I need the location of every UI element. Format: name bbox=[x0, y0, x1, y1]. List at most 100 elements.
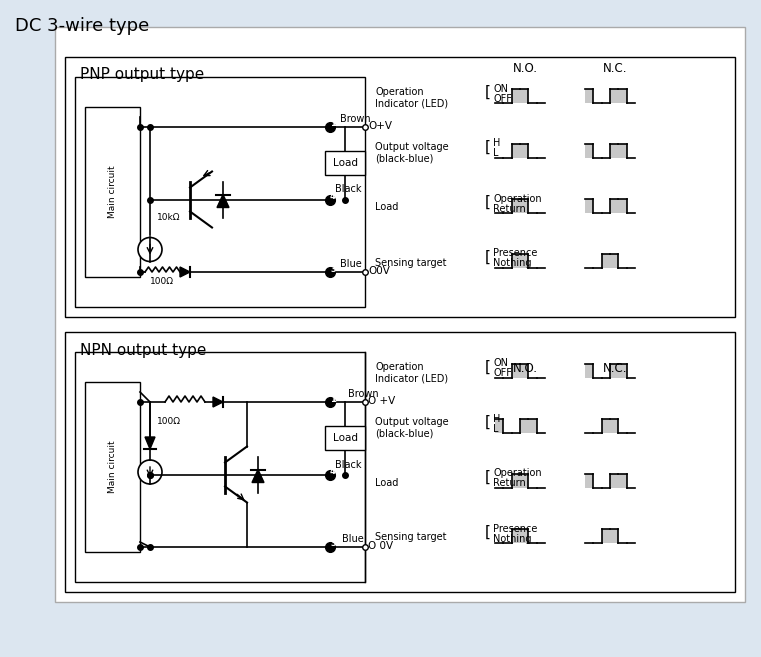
Text: Blue: Blue bbox=[340, 259, 361, 269]
Text: Sensing target: Sensing target bbox=[375, 258, 447, 267]
Text: ON: ON bbox=[493, 83, 508, 93]
Bar bbox=[511, 474, 520, 487]
Text: N.C.: N.C. bbox=[603, 363, 627, 376]
Text: L: L bbox=[493, 148, 498, 158]
Text: Black: Black bbox=[335, 459, 361, 470]
Bar bbox=[325, 151, 365, 175]
Polygon shape bbox=[217, 194, 229, 208]
Text: O0V: O0V bbox=[368, 266, 390, 276]
Bar bbox=[511, 143, 520, 158]
Bar bbox=[520, 419, 528, 432]
Text: Operation
Indicator (LED): Operation Indicator (LED) bbox=[375, 362, 448, 383]
Text: N.O.: N.O. bbox=[512, 363, 537, 376]
Bar bbox=[511, 89, 520, 102]
Text: O+V: O+V bbox=[368, 121, 392, 131]
Bar bbox=[602, 528, 610, 543]
Bar bbox=[520, 254, 528, 267]
Text: Brown: Brown bbox=[340, 114, 371, 124]
Bar bbox=[610, 89, 619, 102]
Bar bbox=[85, 382, 140, 552]
Text: OFF: OFF bbox=[493, 93, 512, 104]
Text: Blue: Blue bbox=[342, 534, 364, 544]
Bar bbox=[511, 254, 520, 267]
Text: Operation: Operation bbox=[493, 194, 542, 204]
Bar bbox=[610, 254, 619, 267]
Bar bbox=[65, 332, 735, 592]
Text: 1: 1 bbox=[330, 394, 336, 403]
Text: [: [ bbox=[485, 525, 491, 540]
Text: N.O.: N.O. bbox=[512, 62, 537, 76]
Text: 100Ω: 100Ω bbox=[157, 417, 181, 426]
Bar bbox=[520, 528, 528, 543]
Text: Main circuit: Main circuit bbox=[108, 166, 117, 218]
Text: [: [ bbox=[485, 140, 491, 155]
Text: Main circuit: Main circuit bbox=[108, 441, 117, 493]
Bar bbox=[610, 363, 619, 378]
Bar bbox=[610, 528, 619, 543]
Text: 100Ω: 100Ω bbox=[150, 277, 174, 286]
Text: Brown: Brown bbox=[348, 389, 379, 399]
Bar bbox=[610, 474, 619, 487]
Text: DC 3-wire type: DC 3-wire type bbox=[15, 17, 149, 35]
Text: ON: ON bbox=[493, 359, 508, 369]
Text: Operation
Indicator (LED): Operation Indicator (LED) bbox=[375, 87, 448, 108]
Bar bbox=[520, 198, 528, 212]
Text: 1: 1 bbox=[330, 120, 336, 129]
Polygon shape bbox=[213, 397, 223, 407]
Bar bbox=[585, 198, 594, 212]
Text: Load: Load bbox=[375, 202, 398, 212]
Text: PNP output type: PNP output type bbox=[80, 68, 204, 83]
Bar bbox=[511, 528, 520, 543]
Bar bbox=[528, 419, 537, 432]
Bar bbox=[65, 57, 735, 317]
Text: H: H bbox=[493, 413, 501, 424]
Text: O +V: O +V bbox=[368, 396, 395, 406]
Polygon shape bbox=[252, 470, 264, 482]
Polygon shape bbox=[180, 267, 190, 277]
Text: L: L bbox=[493, 424, 498, 434]
Bar bbox=[75, 77, 365, 307]
Bar bbox=[602, 419, 610, 432]
Text: [: [ bbox=[485, 415, 491, 430]
Text: Return: Return bbox=[493, 204, 526, 214]
Bar bbox=[520, 363, 528, 378]
Text: [: [ bbox=[485, 250, 491, 265]
Bar bbox=[585, 89, 594, 102]
Bar bbox=[610, 198, 619, 212]
Text: Operation: Operation bbox=[493, 468, 542, 478]
Text: Nothing: Nothing bbox=[493, 533, 531, 543]
Circle shape bbox=[138, 237, 162, 261]
Bar bbox=[85, 107, 140, 277]
Text: Return: Return bbox=[493, 478, 526, 489]
Text: Load: Load bbox=[375, 478, 398, 487]
Bar bbox=[495, 419, 503, 432]
Bar bbox=[585, 363, 594, 378]
Bar bbox=[325, 426, 365, 450]
Bar bbox=[55, 27, 745, 602]
Text: 4: 4 bbox=[330, 192, 336, 201]
Text: Output voltage
(black-blue): Output voltage (black-blue) bbox=[375, 417, 449, 438]
Bar bbox=[511, 198, 520, 212]
Bar bbox=[610, 143, 619, 158]
Text: Presence: Presence bbox=[493, 524, 537, 533]
Text: 3: 3 bbox=[330, 539, 336, 549]
Bar bbox=[511, 363, 520, 378]
Text: NPN output type: NPN output type bbox=[80, 342, 206, 357]
Text: [: [ bbox=[485, 195, 491, 210]
Text: 10kΩ: 10kΩ bbox=[157, 212, 180, 221]
Circle shape bbox=[138, 460, 162, 484]
Polygon shape bbox=[145, 437, 155, 449]
Bar bbox=[619, 89, 626, 102]
Text: Black: Black bbox=[335, 185, 361, 194]
Text: Output voltage
(black-blue): Output voltage (black-blue) bbox=[375, 142, 449, 164]
Text: Nothing: Nothing bbox=[493, 258, 531, 269]
Bar bbox=[610, 419, 619, 432]
Text: 4: 4 bbox=[330, 467, 336, 476]
Bar bbox=[619, 198, 626, 212]
Bar bbox=[520, 89, 528, 102]
Bar bbox=[619, 363, 626, 378]
Text: H: H bbox=[493, 139, 501, 148]
Text: OFF: OFF bbox=[493, 369, 512, 378]
Text: 3: 3 bbox=[330, 265, 336, 273]
Text: Load: Load bbox=[333, 433, 358, 443]
